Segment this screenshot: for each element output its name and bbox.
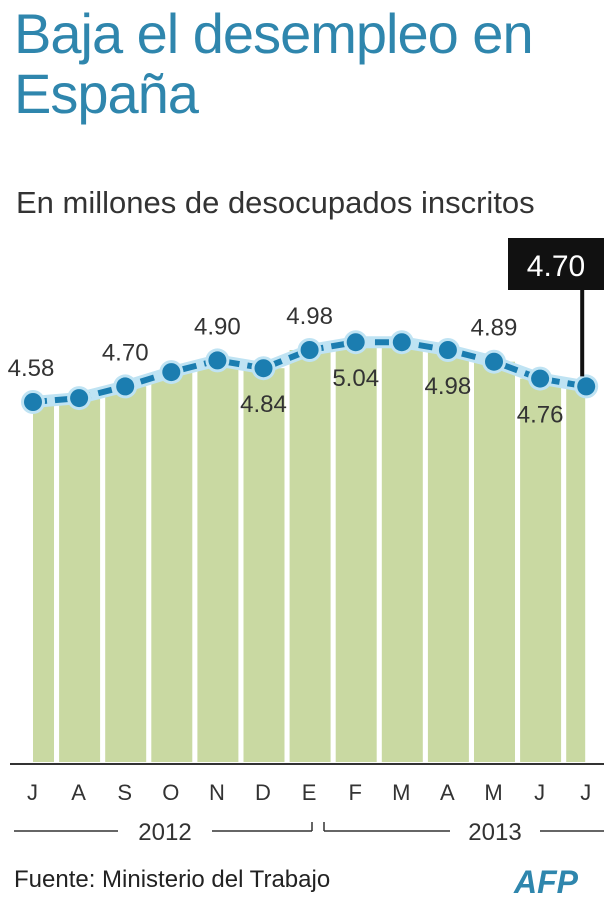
x-tick-label: A [440,780,456,805]
data-label: 4.98 [286,303,333,330]
chart-title: Baja el desempleo en España [14,2,534,125]
x-tick-label: N [209,780,226,805]
data-point [116,377,135,396]
data-point [485,352,503,371]
data-label: 4.70 [102,339,149,366]
source-note: Fuente: Ministerio del Trabajo [14,866,331,893]
data-point [531,369,550,388]
data-label: 4.98 [425,373,472,400]
data-point [346,333,365,352]
bar [474,361,515,762]
bar [566,386,586,762]
bar [289,350,331,762]
bar [335,342,377,762]
x-tick-label: M [484,780,503,805]
x-tick-label: A [71,780,87,805]
year-label: 2013 [468,819,521,846]
x-tick-label: S [117,780,133,805]
data-point [254,359,273,378]
data-point [162,363,181,382]
bar [59,398,101,762]
bar [33,402,54,762]
bar [105,386,147,762]
bar [151,372,193,762]
data-point [70,389,89,408]
afp-logo: AFP [514,864,578,900]
data-point [208,351,227,370]
data-point [300,341,319,359]
x-tick-label: J [580,780,592,805]
data-point [392,333,411,352]
chart-subtitle: En millones de desocupados inscritos [16,185,535,220]
data-label: 4.90 [194,313,241,340]
x-tick-label: E [302,780,318,805]
bar [520,378,562,762]
highlight-box [508,238,604,290]
x-tick-label: J [534,780,546,805]
data-point [438,341,457,359]
data-label: 4.58 [8,355,55,382]
bar [197,360,239,762]
data-point [24,393,42,411]
data-label: 4.76 [517,402,564,429]
x-tick-label: D [255,780,272,805]
bar [381,342,423,762]
data-point [577,377,596,396]
data-label: 4.84 [240,391,287,418]
x-tick-label: O [162,780,180,805]
x-tick-label: J [27,780,39,805]
bar [243,368,285,762]
bar [427,350,469,762]
data-label: 5.04 [332,365,379,392]
x-tick-label: M [392,780,411,805]
data-label: 4.89 [471,315,518,342]
highlight-label: 4.70 [527,250,585,283]
year-label: 2012 [138,819,191,846]
x-tick-label: F [348,780,362,805]
